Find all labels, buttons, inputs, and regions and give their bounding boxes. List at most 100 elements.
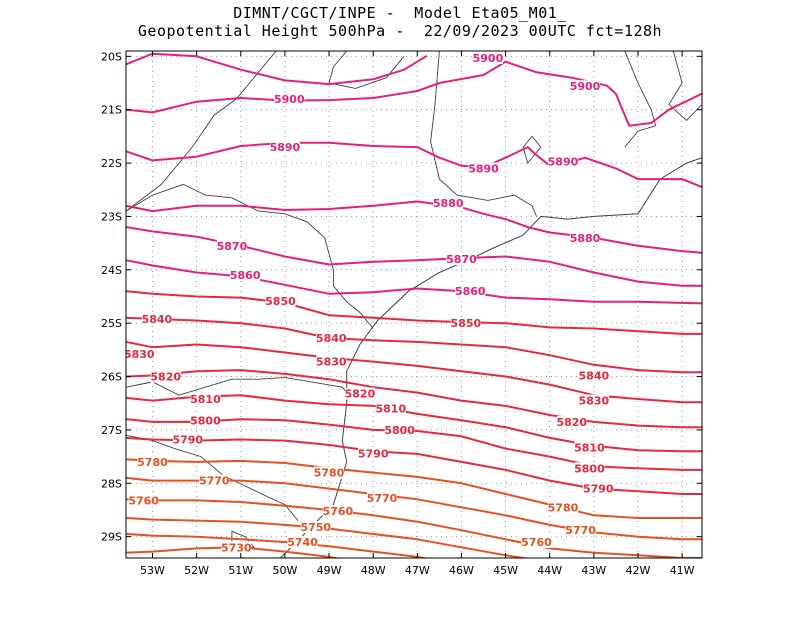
contour-label: 5800: [190, 414, 221, 427]
lon-tick-label: 45W: [493, 564, 518, 577]
contour-label: 5820: [150, 371, 181, 384]
contour-label-bg: [455, 285, 486, 298]
contour-line-5900: [126, 60, 702, 127]
contour-label-bg: [230, 269, 261, 282]
lat-tick-label: 29S: [101, 531, 122, 544]
lat-tick-label: 26S: [101, 371, 122, 384]
contour-label: 5810: [190, 393, 221, 406]
contour-label-bg: [578, 394, 609, 407]
contour-label-bg: [472, 51, 503, 64]
contour-label-bg: [547, 155, 578, 168]
contour-line-5860: [126, 259, 702, 305]
contour-line-5760: [126, 498, 702, 558]
contour-line-5880: [126, 200, 702, 254]
contour-label-bg: [221, 541, 252, 554]
contour-label: 5730: [221, 541, 252, 554]
contour-label: 5840: [579, 369, 610, 382]
coastline: [280, 157, 702, 558]
contour-label: 5900: [473, 52, 504, 65]
contour-label: 5890: [468, 162, 499, 175]
lat-tick-label: 25S: [101, 317, 122, 330]
contour-label: 5820: [556, 416, 587, 429]
contour-label-bg: [141, 312, 172, 325]
lon-tick-label: 53W: [140, 564, 165, 577]
contour-label: 5850: [451, 317, 482, 330]
lon-tick-label: 46W: [449, 564, 474, 577]
contour-label-bg: [521, 535, 552, 548]
contour-label: 5840: [142, 313, 173, 326]
contour-label: 5900: [274, 93, 305, 106]
contour-label-bg: [172, 433, 203, 446]
contour-label-bg: [274, 93, 305, 106]
contour-label: 5840: [316, 332, 347, 345]
contour-label: 5760: [128, 494, 159, 507]
contour-line-5890: [126, 141, 702, 189]
contour-label-bg: [375, 402, 406, 415]
lon-tick-label: 52W: [184, 564, 209, 577]
contour-label: 5830: [579, 395, 610, 408]
contour-label-bg: [216, 239, 247, 252]
lon-tick-label: 42W: [626, 564, 651, 577]
lat-tick-label: 28S: [101, 477, 122, 490]
contour-label-bg: [556, 415, 587, 428]
contour-label: 5780: [137, 456, 168, 469]
contour-label-bg: [446, 253, 477, 266]
contour-label: 5860: [455, 285, 486, 298]
contour-label-bg: [583, 482, 614, 495]
contour-label-bg: [433, 197, 464, 210]
plot-frame: [125, 50, 703, 559]
state-border: [126, 377, 348, 396]
contour-label: 5810: [574, 442, 605, 455]
contour-label: 5830: [124, 348, 155, 361]
contour-label-bg: [287, 535, 318, 548]
state-border: [668, 51, 702, 122]
contour-label: 5790: [358, 447, 389, 460]
state-border: [126, 51, 277, 212]
contour-label-bg: [565, 524, 596, 537]
contour-label-bg: [269, 141, 300, 154]
contour-label: 5870: [217, 240, 248, 253]
state-border: [624, 51, 657, 148]
lat-tick-label: 22S: [101, 157, 122, 170]
contour-line-5830: [126, 340, 702, 404]
contour-label-bg: [574, 441, 605, 454]
contour-label-bg: [316, 332, 347, 345]
plot-area: 5900 5900 5900 5890 5890 5890 5880 5880 5870 5870…: [124, 51, 702, 558]
contour-label-bg: [450, 317, 481, 330]
contour-label-bg: [126, 348, 155, 361]
contour-label: 5770: [367, 492, 398, 505]
contour-line-5740: [126, 533, 430, 558]
contour-line-5850: [126, 290, 702, 335]
contour-label: 5760: [323, 505, 354, 518]
contour-label-bg: [314, 466, 345, 479]
contour-label-bg: [190, 392, 221, 405]
contour-label-bg: [367, 492, 397, 505]
contour-label: 5790: [172, 434, 203, 447]
contour-label: 5820: [345, 388, 376, 401]
lon-tick-label: 43W: [581, 564, 606, 577]
contour-label-bg: [574, 462, 605, 475]
contour-label: 5860: [230, 269, 261, 282]
lon-tick-label: 48W: [361, 564, 386, 577]
title-line-1: DIMNT/CGCT/INPE - Model Eta05_M01_: [233, 4, 567, 22]
contour-label-bg: [137, 455, 168, 468]
contour-label: 5890: [270, 141, 301, 154]
contour-label-bg: [570, 80, 601, 93]
contour-label-bg: [128, 494, 159, 507]
contour-line-5840: [126, 316, 702, 374]
contour-label-bg: [344, 387, 375, 400]
lat-tick-label: 20S: [101, 50, 122, 63]
contour-label: 5850: [265, 295, 296, 308]
contour-line-5750: [126, 517, 530, 558]
contour-label-bg: [358, 447, 389, 460]
contour-label: 5800: [574, 462, 605, 475]
lake-outline: [522, 135, 542, 165]
contour-label: 5780: [548, 501, 579, 514]
contour-line-5820: [126, 369, 702, 429]
contour-label: 5880: [433, 197, 464, 210]
contour-label-bg: [199, 474, 230, 487]
contour-label: 5900: [570, 80, 601, 93]
contour-label: 5770: [199, 475, 230, 488]
contour-label-bg: [322, 505, 353, 518]
